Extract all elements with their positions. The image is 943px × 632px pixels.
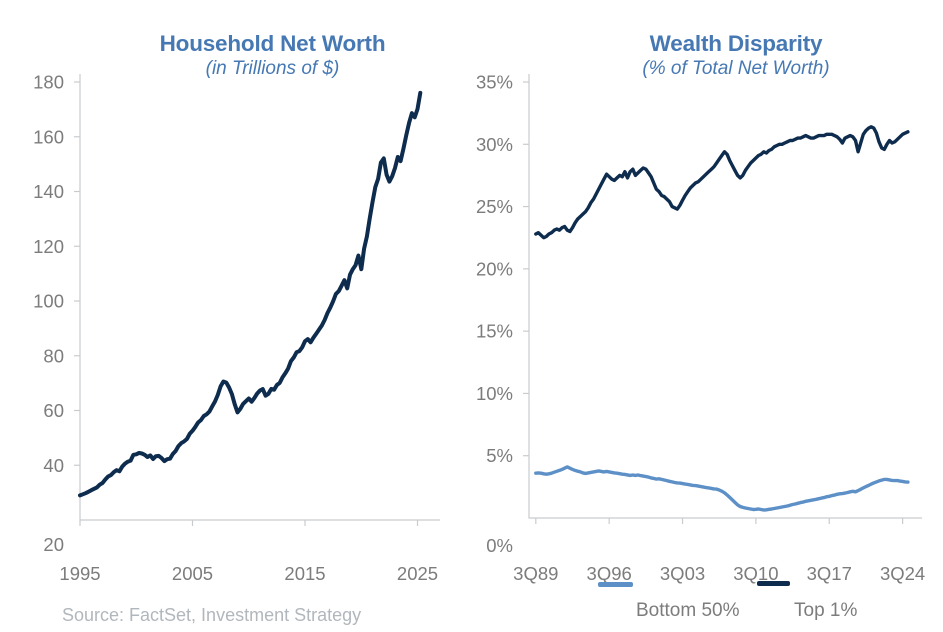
- x-tick-label: 2005: [172, 563, 213, 584]
- axis-lines: [528, 74, 922, 519]
- chart-wealth-disparity: Wealth Disparity (% of Total Net Worth) …: [470, 0, 943, 632]
- y-tick-label: 25%: [476, 196, 513, 217]
- y-tick-label: 180: [33, 72, 64, 93]
- x-tick-label: 2025: [397, 563, 438, 584]
- x-tick-label: 3Q89: [513, 563, 558, 584]
- series-line-top-1-: [534, 125, 910, 240]
- y-tick-label: 30%: [476, 134, 513, 155]
- x-tick-label: 3Q03: [660, 563, 705, 584]
- x-tick-label: 3Q24: [880, 563, 925, 584]
- legend-label-bottom-50: Bottom 50%: [636, 600, 740, 621]
- chart-subtitle-household-net-worth: (in Trillions of $): [205, 58, 340, 79]
- series-line-household-net-worth: [78, 90, 423, 498]
- chart-title-household-net-worth: Household Net Worth: [159, 31, 386, 56]
- y-tick-label: 5%: [486, 445, 513, 466]
- y-tick-label: 100: [33, 291, 64, 312]
- y-tick-label: 160: [33, 126, 64, 147]
- y-tick-label: 140: [33, 181, 64, 202]
- y-tick-label: 35%: [476, 72, 513, 93]
- y-tick-label: 40: [43, 455, 64, 476]
- x-tick-label: 2015: [284, 563, 325, 584]
- y-tick-label: 20%: [476, 258, 513, 279]
- y-tick-label: 120: [33, 236, 64, 257]
- y-tick-label: 15%: [476, 321, 513, 342]
- legend-swatch-top-1: [757, 581, 790, 586]
- y-tick-label: 60: [43, 400, 64, 421]
- y-tick-label: 10%: [476, 383, 513, 404]
- legend-swatch-bottom-50: [598, 582, 633, 587]
- series-line-bottom-50-: [534, 465, 910, 512]
- household-net-worth-plot: 20 40 60 80 100 120 140 160 180 1995 2005 2015 2025: [33, 72, 440, 584]
- x-tick-label: 3Q17: [807, 563, 852, 584]
- chart-household-net-worth: Household Net Worth (in Trillions of $) …: [20, 0, 465, 632]
- source-note: Source: FactSet, Investment Strategy: [62, 605, 362, 625]
- y-tick-label: 80: [43, 345, 64, 366]
- x-tick-label: 3Q96: [587, 563, 632, 584]
- x-tick-label: 3Q10: [733, 563, 778, 584]
- legend-label-top-1: Top 1%: [794, 600, 858, 621]
- y-tick-label-min: 0%: [486, 535, 513, 556]
- wealth-disparity-plot: 0% 5% 10% 15% 20% 25% 30% 35% 3Q89 3Q96 3Q03 3Q10 3Q…: [476, 72, 925, 585]
- y-tick-label-min: 20: [43, 534, 64, 555]
- x-tick-label: 1995: [59, 563, 100, 584]
- chart-title-wealth-disparity: Wealth Disparity: [649, 31, 823, 56]
- chart-subtitle-wealth-disparity: (% of Total Net Worth): [642, 58, 830, 79]
